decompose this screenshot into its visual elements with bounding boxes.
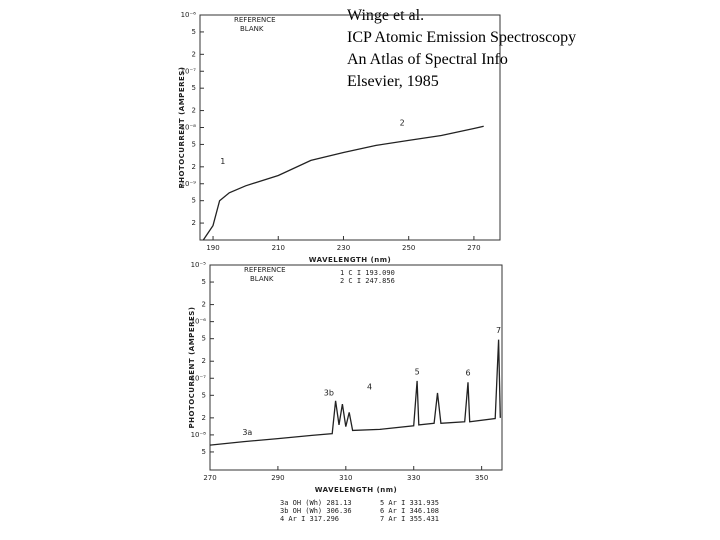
spectrum-line [202, 125, 484, 241]
y-tick-label: 2 [192, 219, 196, 227]
peak-label: 7 [496, 326, 501, 335]
line-key-entry: 7 Ar I 355.431 [380, 515, 439, 523]
blank-label: BLANK [250, 275, 274, 283]
blank-label: REFERENCE [234, 16, 276, 24]
y-tick-label: 10⁻⁵ [191, 261, 207, 269]
x-tick-label: 230 [337, 244, 350, 252]
x-tick-label: 310 [339, 474, 352, 482]
x-tick-label: 330 [407, 474, 420, 482]
y-tick-label: 5 [202, 278, 206, 286]
line-key-entry: 4 Ar I 317.296 [280, 515, 339, 523]
y-tick-label: 5 [192, 84, 196, 92]
y-tick-label: 5 [192, 197, 196, 205]
citation-line: ICP Atomic Emission Spectroscopy [347, 29, 576, 46]
blank-label: REFERENCE [244, 266, 286, 274]
y-tick-label: 5 [202, 335, 206, 343]
y-tick-label: 10⁻⁷ [181, 67, 197, 75]
y-tick-label: 10⁻⁸ [181, 124, 197, 132]
x-tick-label: 250 [402, 244, 415, 252]
peak-label: 1 [220, 157, 225, 166]
y-tick-label: 2 [192, 163, 196, 171]
y-tick-label: 5 [192, 140, 196, 148]
x-tick-label: 290 [271, 474, 284, 482]
citation-line: Elsevier, 1985 [347, 73, 439, 90]
x-tick-label: 270 [467, 244, 480, 252]
y-axis-label: PHOTOCURRENT (AMPERES) [178, 66, 186, 188]
y-tick-label: 10⁻⁸ [191, 431, 207, 439]
line-key-entry: 1 C I 193.090 [340, 269, 395, 277]
x-tick-label: 190 [206, 244, 219, 252]
plot-frame [199, 14, 501, 241]
line-key-entry: 5 Ar I 331.935 [380, 499, 439, 507]
peak-label: 6 [465, 368, 470, 377]
x-axis-label: WAVELENGTH (nm) [315, 486, 398, 494]
peak-label: 2 [400, 119, 405, 128]
citation-line: An Atlas of Spectral Info [347, 51, 508, 68]
y-tick-label: 10⁻⁷ [191, 374, 207, 382]
x-tick-label: 210 [272, 244, 285, 252]
y-tick-label: 5 [192, 28, 196, 36]
y-tick-label: 10⁻⁶ [191, 318, 207, 326]
plot-frame [209, 264, 503, 471]
y-tick-label: 10⁻⁶ [181, 11, 197, 19]
y-tick-label: 2 [192, 107, 196, 115]
y-tick-label: 2 [202, 357, 206, 365]
line-key-entry: 6 Ar I 346.108 [380, 507, 439, 515]
line-key-entry: 3a OH (Wh) 281.13 [280, 499, 352, 507]
blank-label: BLANK [240, 25, 264, 33]
y-tick-label: 2 [192, 50, 196, 58]
peak-label: 3a [242, 428, 252, 437]
x-tick-label: 270 [203, 474, 216, 482]
x-tick-label: 350 [475, 474, 488, 482]
x-axis-label: WAVELENGTH (nm) [309, 256, 392, 264]
y-tick-label: 5 [202, 391, 206, 399]
peak-label: 4 [367, 383, 372, 392]
line-key-entry: 3b OH (Wh) 306.36 [280, 507, 352, 515]
line-key-entry: 2 C I 247.856 [340, 277, 395, 285]
peak-label: 5 [415, 367, 420, 376]
y-tick-label: 2 [202, 414, 206, 422]
spectrum-line [209, 339, 501, 446]
peak-label: 3b [324, 388, 334, 397]
y-tick-label: 2 [202, 301, 206, 309]
y-axis-label: PHOTOCURRENT (AMPERES) [188, 306, 196, 428]
y-tick-label: 10⁻⁹ [181, 180, 197, 188]
y-tick-label: 5 [202, 448, 206, 456]
